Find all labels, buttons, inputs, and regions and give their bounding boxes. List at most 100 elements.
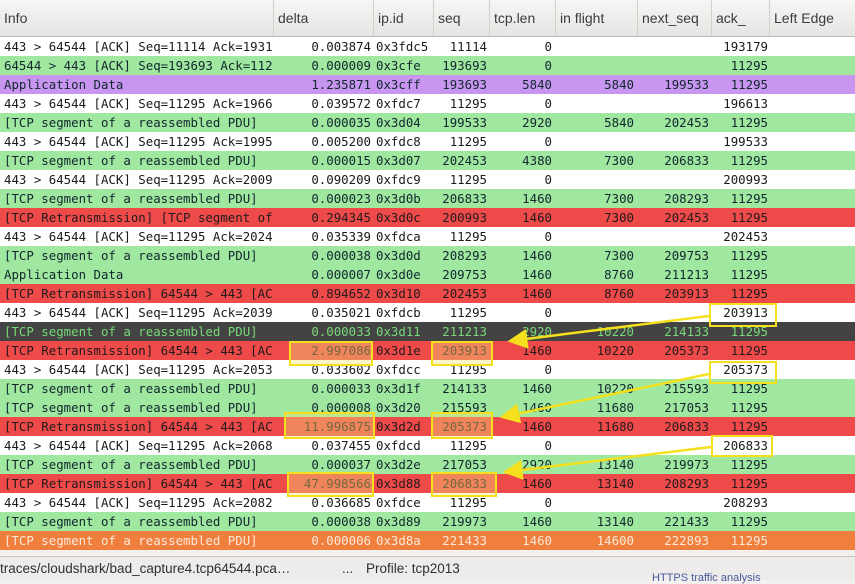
cell-ipid: 0x3d2e bbox=[376, 457, 421, 472]
packet-row[interactable]: [TCP Retransmission] [TCP segment of a r… bbox=[0, 208, 855, 227]
packet-row[interactable]: [TCP Retransmission] 64544 > 443 [ACK] 0.… bbox=[0, 284, 855, 303]
cell-flight bbox=[557, 56, 634, 75]
cell-info: [TCP segment of a reassembled PDU] bbox=[4, 533, 258, 548]
cell-flight: 8760 bbox=[604, 267, 634, 282]
packet-row[interactable]: 64544 > 443 [ACK] Seq=193693 Ack=11295 0.… bbox=[0, 56, 855, 75]
cell-flight: 10220 bbox=[596, 324, 634, 339]
cell-ipid: 0x3cff bbox=[376, 77, 421, 92]
column-header-next-seq[interactable]: next_seq bbox=[638, 0, 712, 36]
cell-seq: 205373 bbox=[442, 419, 487, 434]
packet-row[interactable]: [TCP segment of a reassembled PDU] 0.0000… bbox=[0, 455, 855, 474]
cell-info: [TCP Retransmission] [TCP segment of a r… bbox=[4, 210, 272, 225]
cell-delta: 0.005200 bbox=[311, 134, 371, 149]
cell-delta: 0.039572 bbox=[311, 96, 371, 111]
packet-row[interactable]: 443 > 64544 [ACK] Seq=11295 Ack=199533 0.… bbox=[0, 132, 855, 151]
cell-ipid: 0x3d0c bbox=[376, 210, 421, 225]
highlight-ack-203913 bbox=[709, 303, 777, 327]
packet-row[interactable]: [TCP segment of a reassembled PDU] 0.0000… bbox=[0, 246, 855, 265]
packet-row[interactable]: 443 > 64544 [ACK] Seq=11295 Ack=208293 0.… bbox=[0, 493, 855, 512]
column-header-in-flight[interactable]: in flight bbox=[556, 0, 638, 36]
packet-list: 443 > 64544 [ACK] Seq=11114 Ack=193179 0.… bbox=[0, 37, 855, 550]
cell-len: 2920 bbox=[522, 457, 552, 472]
cell-nseq: 211213 bbox=[664, 267, 709, 282]
cell-delta: 0.035021 bbox=[311, 305, 371, 320]
cell-seq: 11295 bbox=[449, 96, 487, 111]
packet-row[interactable]: [TCP segment of a reassembled PDU] 0.0000… bbox=[0, 531, 855, 550]
packet-row[interactable]: [TCP Retransmission] 64544 > 443 [ACK] 11… bbox=[0, 417, 855, 436]
cell-info: 443 > 64544 [ACK] Seq=11295 Ack=205373 bbox=[4, 362, 272, 377]
cell-nseq bbox=[639, 132, 709, 151]
cell-nseq: 221433 bbox=[664, 514, 709, 529]
cell-nseq bbox=[639, 493, 709, 512]
cell-delta: 0.036685 bbox=[311, 495, 371, 510]
cell-flight: 14600 bbox=[596, 533, 634, 548]
highlight-seq-205373 bbox=[431, 412, 493, 439]
cell-nseq bbox=[639, 94, 709, 113]
column-header-left-edge[interactable]: Left Edge bbox=[774, 10, 834, 26]
packet-row[interactable]: [TCP segment of a reassembled PDU] 0.0000… bbox=[0, 113, 855, 132]
packet-row[interactable]: 443 > 64544 [ACK] Seq=11114 Ack=193179 0.… bbox=[0, 37, 855, 56]
cell-len: 2920 bbox=[522, 324, 552, 339]
cell-info: [TCP segment of a reassembled PDU] bbox=[4, 115, 258, 130]
packet-row[interactable]: 443 > 64544 [ACK] Seq=11295 Ack=202453 0.… bbox=[0, 227, 855, 246]
cell-ack: 196613 bbox=[723, 96, 768, 111]
packet-row[interactable]: Application Data 0.000007 0x3d0e 209753 1460… bbox=[0, 265, 855, 284]
cell-seq: 219973 bbox=[442, 514, 487, 529]
column-header-ip-id[interactable]: ip.id bbox=[374, 0, 434, 36]
cell-len: 0 bbox=[544, 172, 552, 187]
packet-row[interactable]: [TCP segment of a reassembled PDU] 0.0000… bbox=[0, 151, 855, 170]
packet-row[interactable]: 443 > 64544 [ACK] Seq=11295 Ack=206833 0.… bbox=[0, 436, 855, 455]
cell-seq: 208293 bbox=[442, 248, 487, 263]
cell-ipid: 0xfdc7 bbox=[376, 96, 421, 111]
cell-seq: 11295 bbox=[449, 229, 487, 244]
cell-info: 64544 > 443 [ACK] Seq=193693 Ack=11295 bbox=[4, 58, 272, 73]
cell-len: 0 bbox=[544, 134, 552, 149]
cell-delta: 0.000008 bbox=[311, 400, 371, 415]
cell-ack: 199533 bbox=[723, 134, 768, 149]
cell-flight: 13140 bbox=[596, 514, 634, 529]
cell-flight bbox=[557, 436, 634, 455]
column-header-ack[interactable]: ack_ bbox=[712, 0, 770, 36]
packet-row[interactable]: Application Data 1.235871 0x3cff 193693 5840… bbox=[0, 75, 855, 94]
packet-row[interactable]: 443 > 64544 [ACK] Seq=11295 Ack=203913 0.… bbox=[0, 303, 855, 322]
cell-delta: 47.998566 bbox=[303, 476, 371, 491]
cell-ack: 193179 bbox=[723, 39, 768, 54]
cell-flight bbox=[557, 37, 634, 56]
cell-seq: 193693 bbox=[442, 77, 487, 92]
status-file-path[interactable]: traces/cloudshark/bad_capture4.tcp64544.… bbox=[0, 561, 291, 576]
cell-seq: 199533 bbox=[442, 115, 487, 130]
packet-row[interactable]: 443 > 64544 [ACK] Seq=11295 Ack=196613 0.… bbox=[0, 94, 855, 113]
cell-nseq: 217053 bbox=[664, 400, 709, 415]
packet-row[interactable]: [TCP segment of a reassembled PDU] 0.0000… bbox=[0, 189, 855, 208]
packet-row[interactable]: [TCP segment of a reassembled PDU] 0.0000… bbox=[0, 398, 855, 417]
column-header-tcp-len[interactable]: tcp.len bbox=[490, 0, 556, 36]
packet-row[interactable]: [TCP segment of a reassembled PDU] 0.0000… bbox=[0, 512, 855, 531]
cell-ack: 203913 bbox=[723, 305, 768, 320]
cell-seq: 11295 bbox=[449, 495, 487, 510]
cell-delta: 0.000023 bbox=[311, 191, 371, 206]
packet-row[interactable]: [TCP Retransmission] 64544 > 443 [ACK] 2.… bbox=[0, 341, 855, 360]
highlight-delta-47-998 bbox=[287, 472, 374, 497]
cell-info: Application Data bbox=[4, 267, 124, 282]
cell-ipid: 0x3d0b bbox=[376, 191, 421, 206]
packet-row[interactable]: 443 > 64544 [ACK] Seq=11295 Ack=200993 0.… bbox=[0, 170, 855, 189]
packet-row[interactable]: [TCP Retransmission] 64544 > 443 [ACK] 47… bbox=[0, 474, 855, 493]
cell-seq: 211213 bbox=[442, 324, 487, 339]
cell-ipid: 0xfdcb bbox=[376, 305, 421, 320]
column-header-bar: Info delta ip.id seq tcp.len in flight n… bbox=[0, 0, 855, 37]
cell-ipid: 0x3cfe bbox=[376, 58, 421, 73]
status-profile[interactable]: Profile: tcp2013 bbox=[366, 561, 460, 576]
cell-info: [TCP segment of a reassembled PDU] bbox=[4, 381, 258, 396]
cell-ack: 11295 bbox=[730, 419, 768, 434]
column-header-info[interactable]: Info bbox=[0, 0, 274, 36]
column-header-delta[interactable]: delta bbox=[274, 0, 374, 36]
cell-ack: 11295 bbox=[730, 533, 768, 548]
highlight-delta-2-997 bbox=[289, 341, 373, 366]
cell-len: 5840 bbox=[522, 77, 552, 92]
cell-ipid: 0xfdc9 bbox=[376, 172, 421, 187]
column-header-seq[interactable]: seq bbox=[434, 0, 490, 36]
cell-nseq: 215593 bbox=[664, 381, 709, 396]
cell-ack: 205373 bbox=[723, 362, 768, 377]
cell-ipid: 0x3d07 bbox=[376, 153, 421, 168]
cell-len: 1460 bbox=[522, 191, 552, 206]
